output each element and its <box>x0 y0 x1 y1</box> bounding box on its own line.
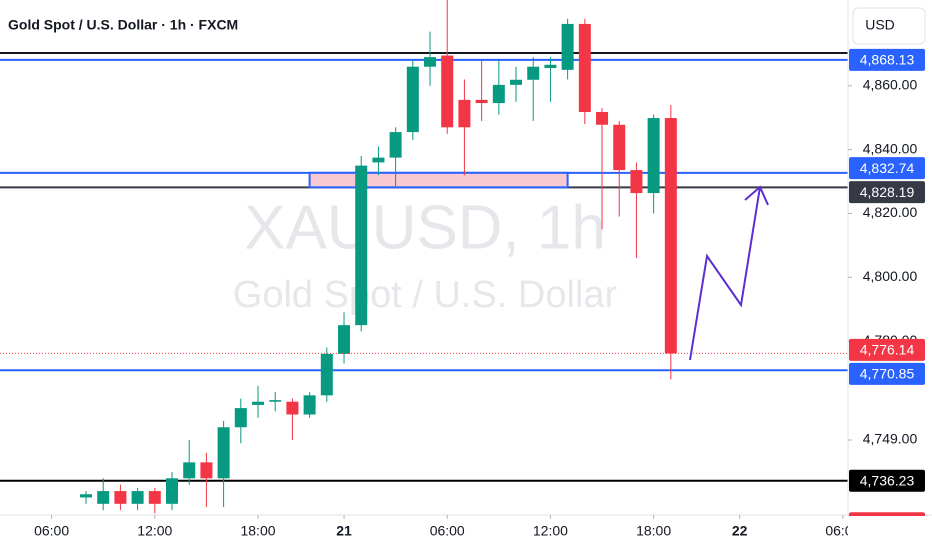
x-tick-label: 18:00 <box>240 523 275 539</box>
candle-body <box>97 491 110 504</box>
price-tag-label: 4,868.13 <box>860 52 915 68</box>
candle-body <box>630 170 643 194</box>
candle-body <box>114 491 127 504</box>
candle-body <box>252 401 265 405</box>
y-tick-label: 4,840.00 <box>863 140 918 156</box>
price-tag <box>849 181 925 204</box>
zone <box>308 171 569 189</box>
x-tick-label: 18:00 <box>636 523 671 539</box>
candle-body <box>510 79 523 85</box>
x-tick-label: 21 <box>336 523 352 539</box>
time-axis: 06:00 12:00 18:00 21 06:00 12:00 18:00 22 06:00 <box>34 515 860 539</box>
candle-body <box>166 478 179 504</box>
y-tick-label: 4,800.00 <box>863 268 918 284</box>
candle-body <box>355 165 368 326</box>
candle-body <box>148 491 161 504</box>
candle-body <box>131 491 144 504</box>
candle-body <box>200 462 213 479</box>
title-bg <box>0 0 290 48</box>
candle-body <box>80 494 93 498</box>
y-tick-label: 4,749.00 <box>863 431 918 447</box>
candle-body <box>234 408 247 428</box>
candle-body <box>424 57 437 67</box>
candle-body <box>269 400 282 402</box>
currency[interactable]: USD <box>865 17 895 33</box>
price-tag-label: 4,770.85 <box>860 366 915 382</box>
candle-body <box>664 118 677 354</box>
candle-body <box>217 427 230 479</box>
candle-body <box>458 99 471 128</box>
price-tag <box>849 469 925 492</box>
x-tick-label: 06:00 <box>34 523 69 539</box>
y-tick-label: 4,820.00 <box>863 204 918 220</box>
candle-body <box>338 325 351 354</box>
candle-body <box>492 84 505 104</box>
y-tick-label: 4,860.00 <box>863 77 918 93</box>
watermark-symbol: XAUUSD, 1h <box>244 193 606 262</box>
x-tick-label: 06:00 <box>430 523 465 539</box>
projection-path <box>689 186 761 361</box>
price-tag <box>849 157 925 180</box>
price-tag-label: 4,776.14 <box>860 342 915 358</box>
candle-body <box>320 353 333 396</box>
candle-body <box>303 395 316 415</box>
price-tag-label: 4,832.74 <box>860 160 915 176</box>
price-tag <box>849 338 925 361</box>
x-tick-label: 06:00 <box>825 523 860 539</box>
candle-body <box>647 118 660 194</box>
candle-body <box>561 23 574 70</box>
price-axis-bg <box>848 0 932 550</box>
price-tag-label: 4,828.19 <box>860 184 915 200</box>
projection-arrow <box>744 185 769 206</box>
watermark-name: Gold Spot / U.S. Dollar <box>233 274 618 316</box>
time-axis-bg <box>848 516 932 550</box>
candle-body <box>475 99 488 104</box>
currency-box[interactable] <box>852 7 926 45</box>
price-axis: 4,860.004,840.004,820.004,800.004,780.00… <box>848 48 932 550</box>
candle-body <box>613 124 626 171</box>
candle-body <box>596 111 609 125</box>
candle-body <box>578 23 591 112</box>
price-tag <box>849 48 925 71</box>
candle-body <box>389 132 402 158</box>
candle-body <box>183 462 196 479</box>
x-tick-label: 12:00 <box>137 523 172 539</box>
price-tag <box>849 362 925 385</box>
candle-body <box>527 66 540 80</box>
plot-area <box>0 0 848 514</box>
chart-title: Gold Spot / U.S. Dollar · 1h · FXCM <box>8 17 238 33</box>
candle-body <box>441 55 454 128</box>
x-tick-label: 12:00 <box>533 523 568 539</box>
candle-body <box>406 66 419 133</box>
candle-body <box>286 401 299 415</box>
x-tick-label: 22 <box>732 523 748 539</box>
price-tag-label: 4,736.23 <box>860 472 915 488</box>
candle-body <box>372 157 385 163</box>
candle-body <box>544 64 557 68</box>
projection <box>689 185 769 361</box>
